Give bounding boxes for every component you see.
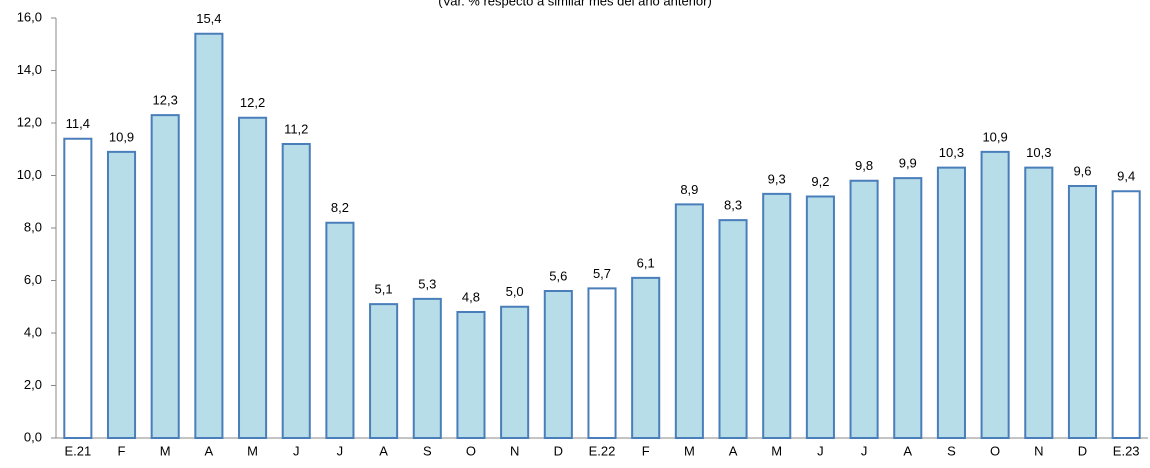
bar [631,276,661,439]
y-tick-label: 2,0 [24,377,42,392]
bar [500,305,530,439]
value-label: 4,8 [462,289,480,304]
value-label: 10,9 [982,129,1007,144]
x-tick-label: S [947,443,956,458]
x-tick-label: M [247,443,258,458]
x-tick-label: J [861,443,868,458]
value-label: 6,1 [637,255,655,270]
bar [369,303,399,439]
value-label: 11,2 [284,121,308,136]
bar [849,179,879,439]
x-tick-label: E.23 [1113,443,1140,458]
value-label: 10,3 [1026,145,1051,160]
x-tick-label: J [337,443,344,458]
bar [238,116,268,439]
x-tick-label: A [903,443,912,458]
bar [543,290,573,439]
x-tick-label: A [205,443,214,458]
bar [63,137,93,439]
x-tick-label: N [510,443,519,458]
x-tick-label: M [160,443,171,458]
bar [587,287,617,439]
value-label: 5,7 [593,266,611,281]
y-tick-label: 6,0 [24,272,42,287]
value-label: 9,9 [899,156,917,171]
bar [1024,166,1054,439]
bar [456,311,486,439]
value-label: 10,3 [939,145,964,160]
value-label: 8,9 [680,182,698,197]
x-tick-label: D [1078,443,1087,458]
value-label: 8,2 [331,200,349,215]
y-tick-label: 12,0 [17,114,42,129]
bar [762,192,792,439]
y-tick-label: 0,0 [24,429,42,444]
value-label: 12,3 [153,93,178,108]
x-tick-label: F [642,443,650,458]
value-label: 15,4 [196,11,221,26]
value-label: 9,3 [768,171,786,186]
bar [1111,190,1141,439]
x-tick-label: E.21 [64,443,91,458]
x-tick-label: A [729,443,738,458]
bar [412,297,442,439]
x-tick-label: O [466,443,476,458]
x-tick-label: M [684,443,695,458]
y-tick-label: 4,0 [24,324,42,339]
x-tick-label: D [554,443,563,458]
bar [325,221,355,439]
bar [194,32,224,439]
chart-subtitle: (Var. % respecto a similar mes del año a… [438,0,712,8]
bar [106,150,137,439]
value-label: 9,6 [1073,163,1091,178]
value-label: 9,8 [855,158,873,173]
value-label: 5,3 [418,276,436,291]
y-tick-label: 14,0 [17,62,42,77]
value-label: 11,4 [66,116,90,131]
x-tick-label: J [293,443,300,458]
value-label: 5,1 [375,282,393,297]
value-label: 5,6 [549,268,567,283]
x-tick-label: E.22 [589,443,616,458]
y-tick-label: 16,0 [17,9,42,24]
value-label: 12,2 [240,95,265,110]
value-label: 10,9 [109,129,134,144]
x-tick-label: S [423,443,432,458]
bar [893,177,923,439]
bar [718,219,748,439]
x-tick-label: M [771,443,782,458]
value-label: 8,3 [724,198,742,213]
bar [1067,185,1098,439]
bar [674,203,704,439]
x-tick-label: J [817,443,824,458]
value-label: 5,0 [506,284,524,299]
bar [980,150,1010,439]
bar [150,114,180,439]
bar [281,143,311,439]
y-tick-label: 10,0 [17,167,42,182]
x-tick-label: A [379,443,388,458]
value-label: 9,4 [1117,169,1135,184]
x-tick-label: F [118,443,126,458]
bar [936,166,966,439]
x-tick-label: O [990,443,1000,458]
x-tick-label: N [1034,443,1043,458]
y-tick-label: 8,0 [24,219,42,234]
bar [805,195,835,439]
value-label: 9,2 [811,174,829,189]
